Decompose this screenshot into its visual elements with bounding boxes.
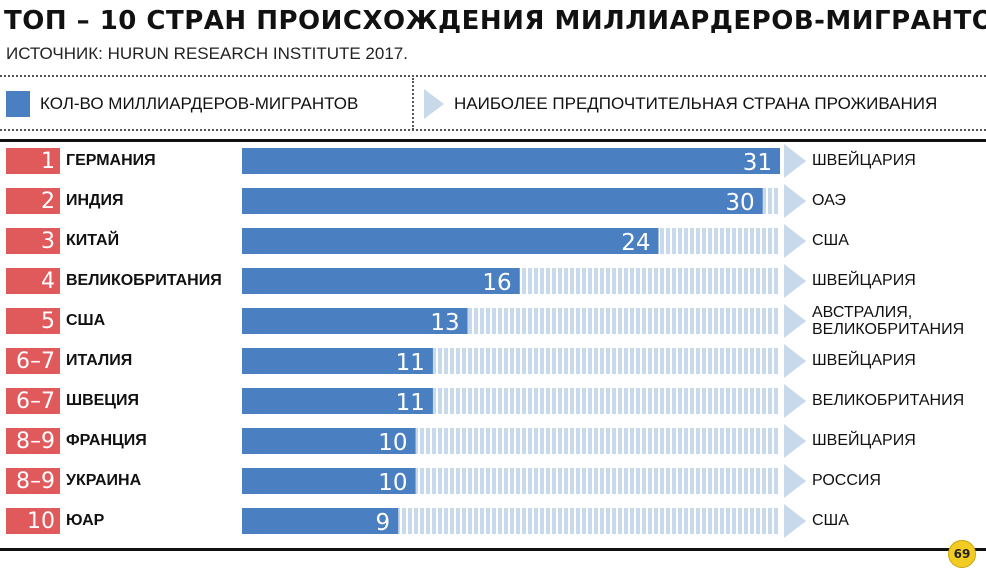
legend-top-divider <box>0 75 986 77</box>
residence-label: ШВЕЙЦАРИЯ <box>812 272 916 289</box>
value-label: 16 <box>482 270 511 296</box>
source-note: ИСТОЧНИК: HURUN RESEARCH INSTITUTE 2017. <box>6 44 408 63</box>
arrow-icon <box>784 344 806 378</box>
country-label: ИНДИЯ <box>66 192 124 209</box>
bar <box>242 148 780 174</box>
arrow-icon <box>784 184 806 218</box>
rank-badge: 2 <box>6 188 60 214</box>
rank-badge: 6–7 <box>6 388 60 414</box>
bar <box>242 268 520 294</box>
bar <box>242 228 659 254</box>
rank-badge: 4 <box>6 268 60 294</box>
bar <box>242 468 416 494</box>
residence-label: США <box>812 232 849 249</box>
rank-badge: 1 <box>6 148 60 174</box>
value-label: 10 <box>378 430 407 456</box>
country-label: ВЕЛИКОБРИТАНИЯ <box>66 272 222 289</box>
bar <box>242 188 763 214</box>
arrow-icon <box>784 264 806 298</box>
arrow-icon <box>784 144 806 178</box>
arrow-icon <box>784 464 806 498</box>
value-label: 24 <box>621 230 650 256</box>
country-label: ЮАР <box>66 512 105 529</box>
value-label: 30 <box>725 190 754 216</box>
rank-badge: 8–9 <box>6 468 60 494</box>
country-label: ГЕРМАНИЯ <box>66 152 156 169</box>
chart-title: ТОП – 10 СТРАН ПРОИСХОЖДЕНИЯ МИЛЛИАРДЕРО… <box>4 6 986 36</box>
residence-label: США <box>812 512 849 529</box>
brand-logo-icon: 69 <box>948 540 976 568</box>
country-label: США <box>66 312 106 329</box>
residence-label: РОССИЯ <box>812 472 881 489</box>
residence-label: ВЕЛИКОБРИТАНИЯ <box>812 392 965 409</box>
legend-bottom-divider <box>0 129 986 131</box>
legend-residence-label: НАИБОЛЕЕ ПРЕДПОЧТИТЕЛЬНАЯ СТРАНА ПРОЖИВА… <box>454 94 938 113</box>
value-label: 31 <box>743 150 772 176</box>
table-top-rule <box>0 139 986 142</box>
legend-arrow-icon <box>424 89 444 119</box>
arrow-icon <box>784 424 806 458</box>
residence-label: ШВЕЙЦАРИЯ <box>812 152 916 169</box>
legend-count-label: КОЛ-ВО МИЛЛИАРДЕРОВ-МИГРАНТОВ <box>40 94 359 113</box>
country-label: ИТАЛИЯ <box>66 352 133 369</box>
table-bottom-rule <box>0 548 986 551</box>
value-label: 11 <box>396 350 425 376</box>
value-label: 9 <box>376 510 391 536</box>
rank-badge: 10 <box>6 508 60 534</box>
value-label: 11 <box>396 390 425 416</box>
country-label: ФРАНЦИЯ <box>66 432 147 449</box>
legend-residence: НАИБОЛЕЕ ПРЕДПОЧТИТЕЛЬНАЯ СТРАНА ПРОЖИВА… <box>424 88 937 120</box>
value-label: 10 <box>378 470 407 496</box>
bar <box>242 508 399 534</box>
country-label: УКРАИНА <box>66 472 142 489</box>
bar <box>242 308 468 334</box>
residence-label: АВСТРАЛИЯ, ВЕЛИКОБРИТАНИЯ <box>812 304 965 338</box>
legend-bar-swatch <box>6 91 30 117</box>
legend-separator <box>412 78 414 130</box>
arrow-icon <box>784 304 806 338</box>
arrow-icon <box>784 504 806 538</box>
rank-badge: 6–7 <box>6 348 60 374</box>
arrow-icon <box>784 224 806 258</box>
rank-badge: 8–9 <box>6 428 60 454</box>
country-label: ШВЕЦИЯ <box>66 392 139 409</box>
bar <box>242 428 416 454</box>
legend-count: КОЛ-ВО МИЛЛИАРДЕРОВ-МИГРАНТОВ <box>6 88 358 120</box>
residence-label: ШВЕЙЦАРИЯ <box>812 432 916 449</box>
country-label: КИТАЙ <box>66 232 120 249</box>
bar <box>242 388 433 414</box>
residence-label: ОАЭ <box>812 192 846 209</box>
value-label: 13 <box>430 310 459 336</box>
rank-badge: 3 <box>6 228 60 254</box>
bar <box>242 348 433 374</box>
arrow-icon <box>784 384 806 418</box>
residence-label: ШВЕЙЦАРИЯ <box>812 352 916 369</box>
rank-badge: 5 <box>6 308 60 334</box>
